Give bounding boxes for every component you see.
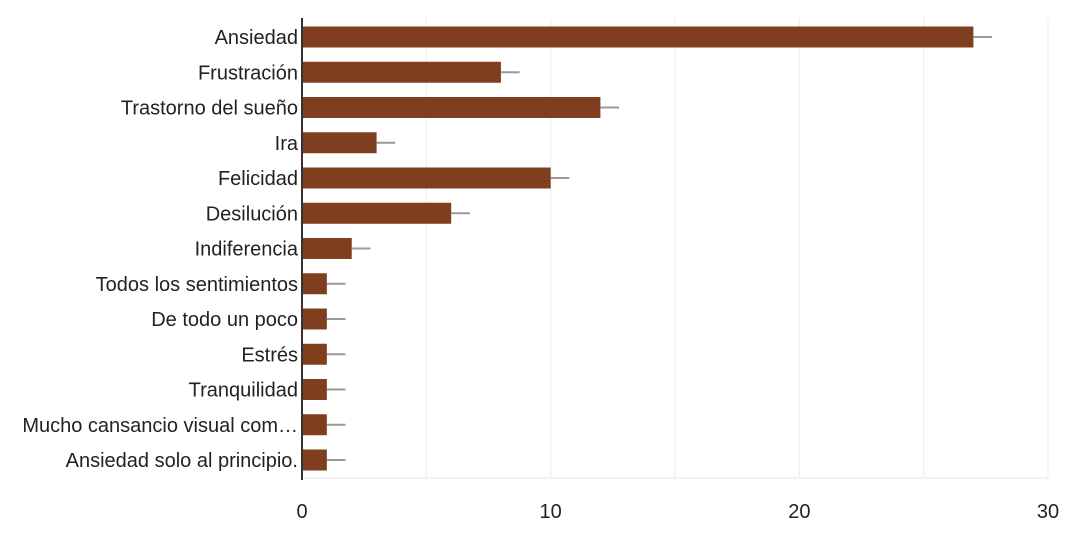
category-label: Felicidad: [218, 168, 298, 190]
category-label: Tranquilidad: [189, 380, 298, 402]
bar: [302, 61, 501, 83]
bar: [302, 167, 551, 189]
category-label: Trastorno del sueño: [121, 98, 298, 120]
bar: [302, 308, 327, 330]
bar: [302, 238, 352, 259]
category-label: De todo un poco: [151, 309, 298, 331]
category-label: Ira: [275, 133, 299, 155]
category-label: Todos los sentimientos: [96, 274, 298, 296]
category-label: Ansiedad solo al principio.: [66, 450, 298, 472]
bar: [302, 449, 327, 471]
bar: [302, 202, 452, 224]
x-tick-label: 10: [540, 501, 562, 523]
category-label: Estrés: [241, 344, 298, 366]
bar: [302, 379, 327, 400]
category-label: Frustración: [198, 62, 298, 84]
x-tick-label: 0: [296, 501, 307, 523]
bar: [302, 26, 974, 48]
x-tick-label: 20: [788, 501, 810, 523]
category-label: Indiferencia: [195, 239, 299, 261]
bar: [302, 132, 377, 154]
category-label: Mucho cansancio visual com…: [22, 415, 298, 437]
bar: [302, 273, 327, 295]
category-label: Ansiedad: [215, 27, 298, 49]
category-label: Desilución: [206, 203, 298, 225]
bar: [302, 343, 327, 365]
bar: [302, 414, 327, 436]
bar: [302, 97, 601, 118]
x-tick-label: 30: [1037, 501, 1059, 523]
